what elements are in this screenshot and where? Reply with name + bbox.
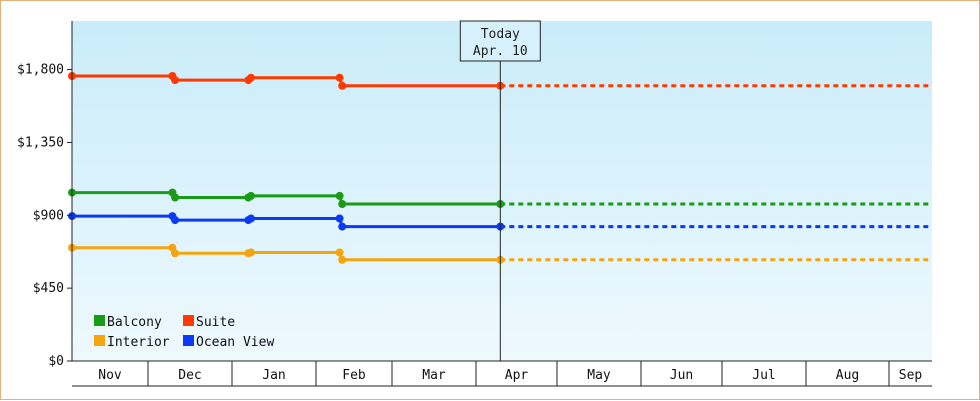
y-tick-label: $900 [33, 208, 64, 223]
data-point [338, 222, 347, 231]
today-date-label: Apr. 10 [473, 44, 528, 59]
x-tick-label: Jan [262, 368, 285, 383]
x-tick-label: Jul [752, 368, 775, 383]
x-tick-label: Jun [670, 368, 693, 383]
today-label: Today [481, 27, 520, 42]
legend-item-suite: Suite [183, 315, 235, 330]
x-tick-label: May [587, 368, 611, 383]
x-tick-label: Feb [342, 368, 366, 383]
legend-label: Interior [107, 335, 170, 350]
data-point [247, 73, 255, 82]
data-point [171, 76, 180, 85]
plot-background [72, 21, 932, 361]
series-layer [68, 72, 932, 264]
data-point [338, 200, 347, 208]
x-tick-label: Dec [178, 368, 201, 383]
data-point [335, 214, 344, 223]
y-tick-label: $0 [48, 354, 64, 369]
data-point [338, 255, 347, 264]
x-tick-label: Sep [899, 368, 923, 383]
legend-item-interior: Interior [94, 335, 170, 350]
legend-swatch [183, 315, 194, 326]
legend: Balcony Suite Interior Ocean View [94, 315, 274, 350]
data-point [171, 216, 180, 225]
data-point [335, 248, 344, 257]
series-ocean-view [68, 212, 932, 231]
data-point [338, 81, 347, 90]
legend-label: Suite [196, 315, 235, 330]
series-balcony [68, 188, 932, 208]
legend-label: Ocean View [196, 335, 274, 350]
series-suite [68, 72, 932, 90]
data-point [247, 191, 255, 200]
data-point [335, 73, 344, 82]
legend-item-balcony: Balcony [94, 315, 162, 330]
legend-item-ocean-view: Ocean View [183, 335, 274, 350]
data-point [335, 191, 344, 200]
data-point [247, 248, 255, 257]
data-point [171, 193, 180, 202]
today-box [459, 20, 541, 62]
x-tick-label: Nov [98, 368, 122, 383]
series-interior [68, 243, 932, 264]
legend-label: Balcony [107, 315, 162, 330]
x-tick-label: Apr [505, 368, 529, 383]
today-marker: Today Apr. 10 [459, 20, 541, 361]
legend-swatch [94, 315, 105, 326]
legend-swatch [183, 335, 194, 346]
y-tick-label: $1,800 [17, 63, 64, 78]
legend-swatch [94, 335, 105, 346]
data-point [247, 214, 255, 223]
x-tick-label: Mar [422, 368, 446, 383]
axis-layer: $0 $450 $900 $1,350 $1,800 Nov Dec Jan Feb Mar Apr… [17, 21, 932, 387]
x-tick-label: Aug [836, 368, 859, 383]
y-tick-label: $1,350 [17, 135, 64, 150]
y-tick-label: $450 [33, 281, 64, 296]
data-point [171, 249, 180, 258]
